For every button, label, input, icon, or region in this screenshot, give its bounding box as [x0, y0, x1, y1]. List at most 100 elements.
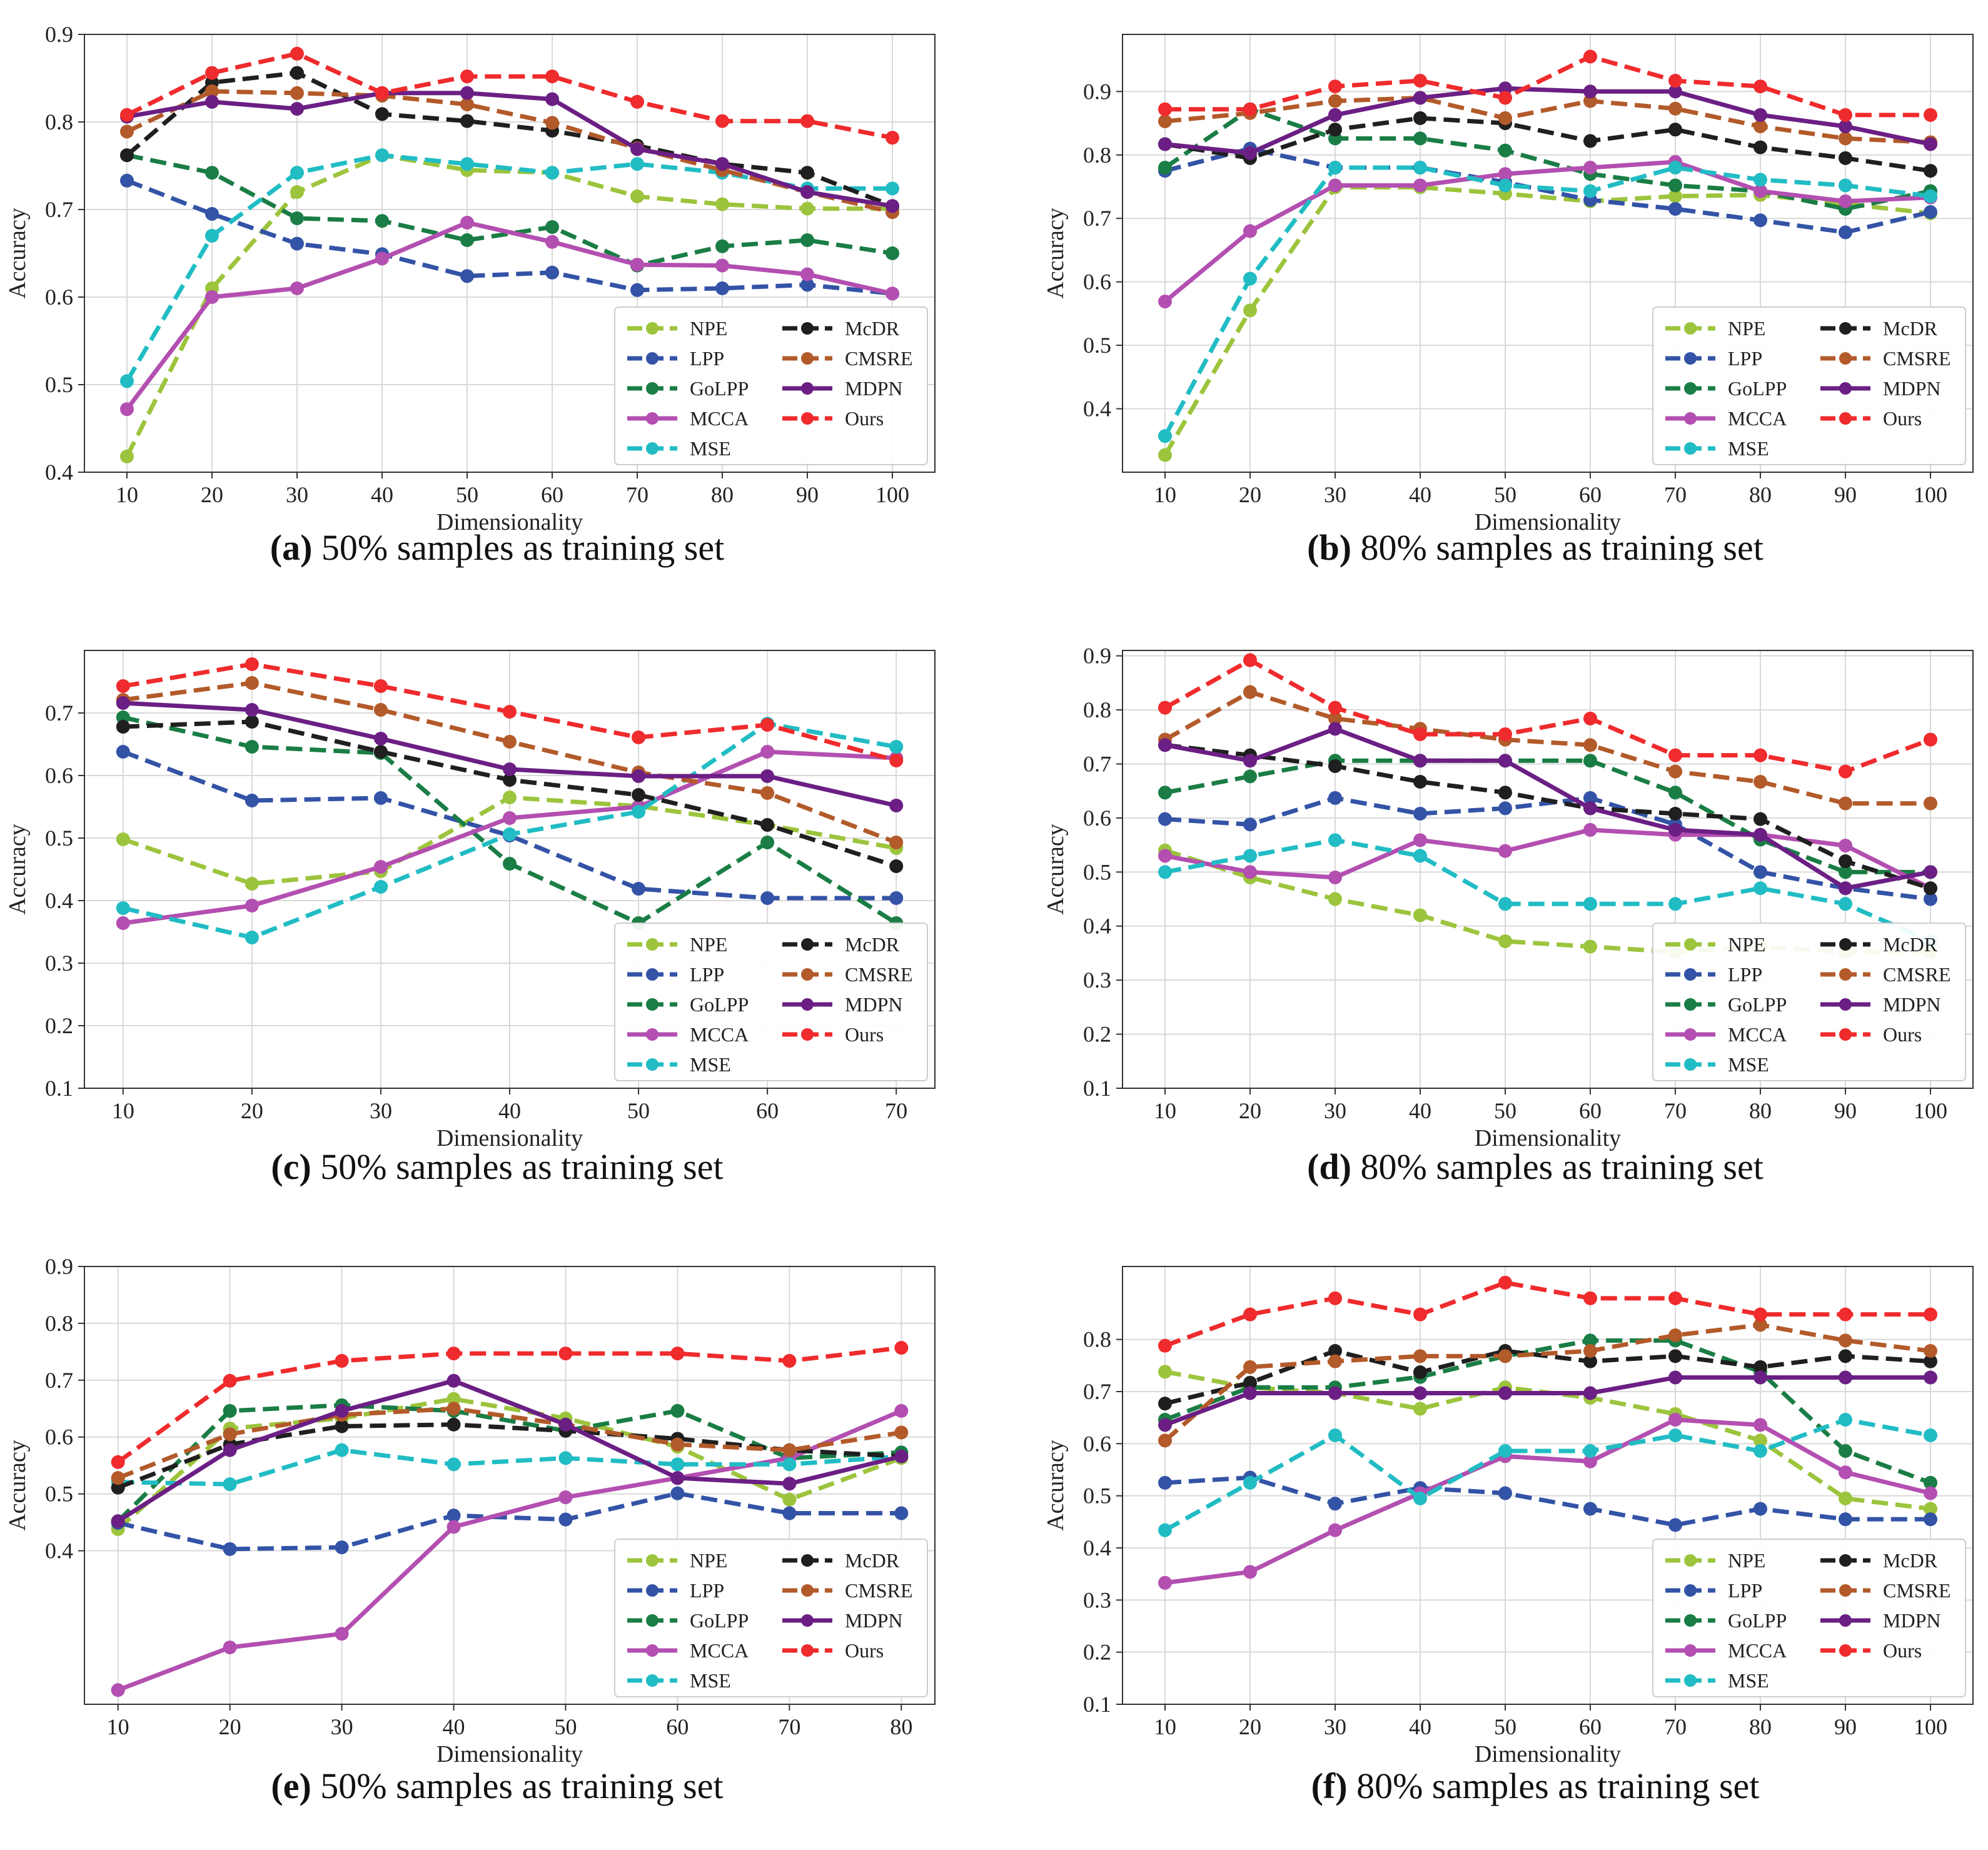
legend-item-mcdr: McDR	[782, 317, 900, 340]
x-tick-label: 100	[1914, 482, 1947, 507]
data-point	[290, 66, 304, 80]
series-line	[1164, 758, 1930, 874]
x-axis-label: Dimensionality	[1475, 1125, 1621, 1151]
plot-frame	[1122, 650, 1974, 1089]
legend-label: GoLPP	[690, 993, 749, 1016]
data-point	[205, 84, 219, 98]
legend-label: MDPN	[845, 377, 902, 400]
legend-box	[1652, 306, 1966, 465]
data-point	[760, 836, 775, 849]
data-point	[503, 827, 517, 841]
data-point	[460, 269, 474, 283]
series-line	[1165, 54, 1930, 118]
y-tick-label: 0.3	[45, 951, 73, 976]
data-point	[558, 1417, 573, 1432]
x-tick-label: 50	[1494, 1714, 1516, 1739]
data-point	[1158, 161, 1172, 175]
data-point	[447, 1520, 461, 1534]
legend-swatch-marker	[1839, 352, 1852, 365]
legend-swatch-marker	[646, 412, 658, 425]
panel-caption: (e) 50% samples as training set	[271, 1766, 723, 1806]
data-point	[1839, 225, 1852, 240]
data-point	[116, 901, 130, 915]
data-point	[503, 762, 517, 776]
legend-swatch-marker	[1684, 1554, 1697, 1567]
x-axis-label: Dimensionality	[436, 1741, 583, 1767]
data-point	[245, 657, 259, 671]
y-tick-label: 0.2	[1083, 1640, 1111, 1665]
data-point	[558, 1347, 573, 1361]
x-tick-label: 40	[1409, 1098, 1431, 1123]
legend-item-cmsre: CMSRE	[782, 963, 912, 986]
data-point	[1413, 131, 1427, 146]
legend-box	[1652, 922, 1966, 1081]
legend-label: MDPN	[1883, 377, 1940, 400]
y-tick-label: 0.8	[45, 109, 73, 134]
data-point	[120, 374, 134, 388]
series-line	[124, 153, 892, 458]
y-tick-label: 0.6	[45, 285, 73, 310]
data-point	[1243, 849, 1257, 863]
data-point	[1328, 123, 1342, 137]
x-tick-label: 40	[1409, 482, 1431, 507]
y-tick-label: 0.2	[1083, 1022, 1111, 1047]
series-line	[1164, 1375, 1930, 1427]
x-tick-label: 80	[711, 482, 734, 507]
data-point	[1158, 700, 1172, 715]
data-point	[715, 258, 729, 273]
legend-label: NPE	[1728, 1549, 1765, 1572]
legend-label: NPE	[690, 933, 727, 956]
data-point	[1753, 108, 1767, 122]
legend-swatch-marker	[1839, 938, 1852, 951]
legend-swatch-marker	[646, 352, 658, 365]
data-point	[1839, 881, 1852, 896]
legend-swatch-marker	[801, 1584, 814, 1597]
data-point	[223, 1477, 237, 1492]
data-point	[558, 1451, 573, 1465]
caption-text: 80% samples as training set	[1361, 527, 1763, 568]
data-point	[715, 281, 729, 295]
x-tick-label: 40	[498, 1098, 521, 1123]
data-point	[1668, 764, 1682, 779]
legend-item-mse: MSE	[627, 1669, 731, 1692]
x-tick-label: 70	[885, 1098, 907, 1123]
legend-item-cmsre: CMSRE	[782, 347, 912, 370]
legend-swatch-marker	[801, 382, 814, 395]
legend-swatch-marker	[646, 1058, 658, 1071]
data-point	[1498, 143, 1512, 158]
data-point	[1839, 865, 1852, 879]
data-point	[1583, 791, 1597, 805]
data-point	[375, 107, 389, 121]
data-point	[447, 1457, 461, 1472]
data-point	[1668, 101, 1682, 116]
data-point	[290, 211, 304, 225]
series-line	[126, 178, 893, 296]
legend-item-cmsre: CMSRE	[1820, 347, 1950, 370]
legend-swatch-marker	[646, 442, 658, 455]
data-point	[782, 1492, 797, 1507]
x-tick-label: 60	[1579, 482, 1602, 507]
data-point	[1413, 1349, 1427, 1363]
x-axis-label: Dimensionality	[1475, 1741, 1621, 1767]
y-tick-label: 0.4	[45, 888, 73, 913]
y-tick-label: 0.7	[45, 700, 73, 725]
series-line	[116, 1397, 902, 1531]
legend-swatch-marker	[801, 322, 814, 335]
data-point	[545, 265, 559, 280]
legend-item-mcca: MCCA	[1665, 407, 1787, 430]
data-point	[1328, 1354, 1342, 1368]
data-point	[1413, 1365, 1427, 1380]
series-golpp	[1158, 754, 1937, 879]
legend-swatch-marker	[1684, 938, 1697, 951]
data-point	[760, 818, 775, 832]
data-point	[1413, 161, 1427, 175]
data-point	[1753, 812, 1767, 826]
y-tick-label: 0.9	[1083, 79, 1111, 104]
data-point	[245, 794, 259, 807]
data-point	[1924, 892, 1937, 906]
legend-item-mcdr: McDR	[782, 933, 900, 956]
data-point	[894, 1449, 909, 1463]
data-point	[1753, 881, 1767, 896]
data-point	[1158, 812, 1172, 826]
data-point	[1583, 822, 1597, 837]
